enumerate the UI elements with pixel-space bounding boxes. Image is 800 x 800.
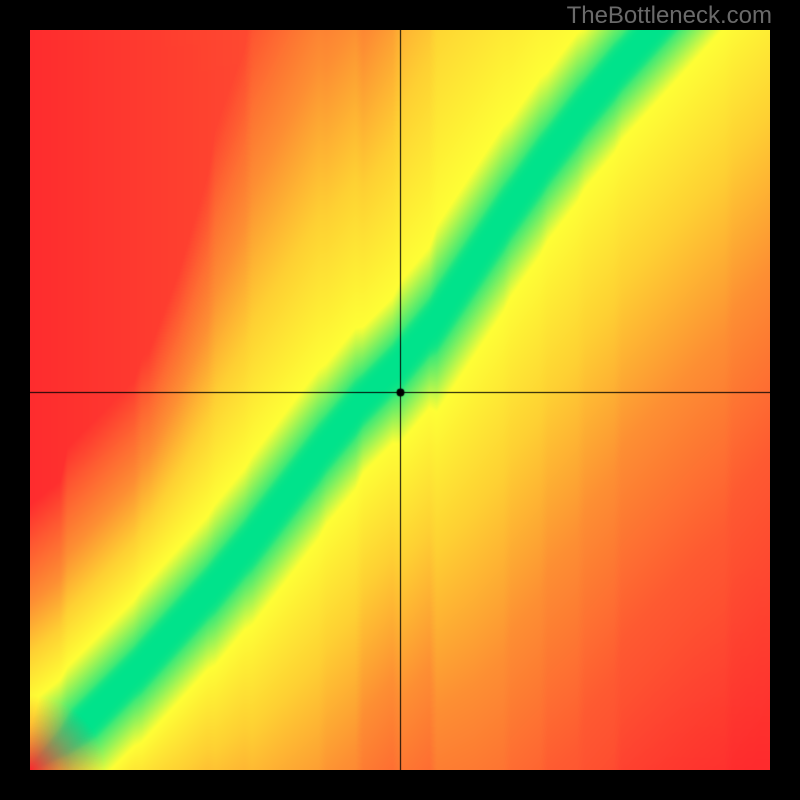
bottleneck-heatmap bbox=[30, 30, 770, 770]
chart-container: TheBottleneck.com bbox=[0, 0, 800, 800]
watermark-text: TheBottleneck.com bbox=[567, 2, 772, 30]
